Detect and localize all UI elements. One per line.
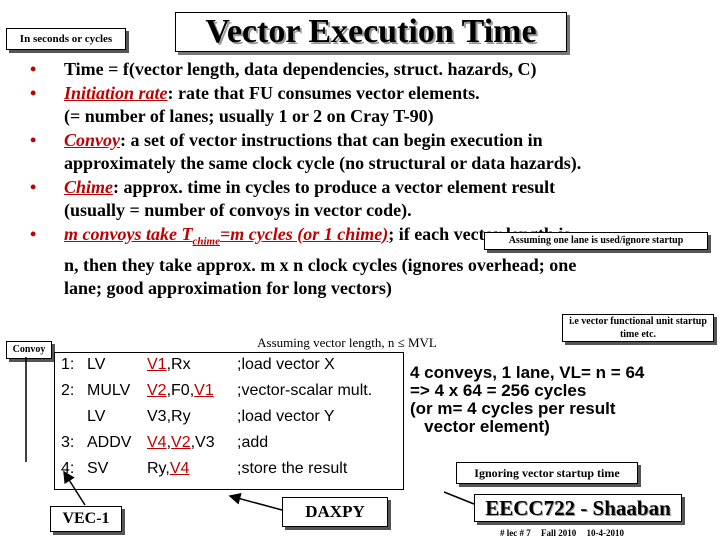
footer-term: Fall 2010 — [541, 528, 577, 538]
lane-note: Assuming one lane is used/ignore startup — [484, 232, 708, 250]
units-note-box: In seconds or cycles — [6, 28, 126, 50]
code-op: LV — [87, 356, 106, 373]
code-args: Ry,V4 — [147, 460, 190, 477]
bullet-item: • m convoys take Tchime=m cycles (or 1 ch… — [30, 223, 710, 301]
code-args: V4,V2,V3 — [147, 434, 215, 451]
code-num: 1: — [61, 356, 75, 373]
convoy-label: Convoy — [6, 341, 52, 359]
code-comment: ;vector-scalar mult. — [237, 382, 373, 399]
daxpy-label: DAXPY — [282, 497, 388, 527]
result-line: vector element) — [410, 417, 550, 436]
term-highlight: =m cycles (or 1 chime) — [219, 223, 389, 244]
code-args: V2,F0,V1 — [147, 382, 214, 399]
code-op: ADDV — [87, 434, 132, 451]
term-highlight: Initiation rate — [64, 82, 168, 103]
result-text: 4 conveys, 1 lane, VL= n = 64 => 4 x 64 =… — [410, 364, 716, 436]
ignore-startup-note: Ignoring vector startup time — [456, 462, 638, 484]
bullet-text: : approx. time in cycles to produce a ve… — [113, 176, 556, 197]
result-line: 4 conveys, 1 lane, VL= n = 64 — [410, 363, 645, 382]
code-op: LV — [87, 408, 106, 425]
bullet-dot: • — [30, 176, 37, 197]
code-args: V1,Rx — [147, 356, 191, 373]
term-highlight: Convoy — [64, 129, 120, 150]
bullet-dot: • — [30, 129, 37, 150]
code-comment: ;store the result — [237, 460, 348, 477]
term-highlight: chime — [192, 235, 220, 248]
code-comment: ;add — [237, 434, 269, 451]
bullet-item: • Convoy: a set of vector instructions th… — [30, 129, 710, 176]
bullet-item: • Time = f(vector length, data dependenci… — [30, 58, 710, 82]
code-num: 3: — [61, 434, 75, 451]
bullet-list: • Time = f(vector length, data dependenci… — [30, 58, 710, 301]
slide-title-box: Vector Execution Time — [175, 12, 567, 52]
footer-date: 10-4-2010 — [586, 528, 625, 538]
bullet-dot: • — [30, 223, 37, 244]
bullet-continuation: n, then they take approx. m x n clock cy… — [64, 254, 577, 275]
vec-label: VEC-1 — [50, 506, 122, 532]
footer: # lec # 7 Fall 2010 10-4-2010 — [500, 528, 720, 538]
code-op: SV — [87, 460, 109, 477]
bullet-continuation: lane; good approximation for long vector… — [64, 278, 392, 299]
mvl-note: Assuming vector length, n ≤ MVL — [257, 335, 437, 350]
daxpy-arrow — [228, 492, 283, 511]
code-num: 2: — [61, 382, 75, 399]
course-arrow — [443, 491, 475, 505]
code-args: V3,Ry — [147, 408, 191, 425]
code-comment: ;load vector X — [237, 356, 335, 373]
code-comment: ;load vector Y — [237, 408, 335, 425]
bullet-item: • Initiation rate: rate that FU consumes … — [30, 82, 710, 129]
bullet-text: : a set of vector instructions that can … — [120, 129, 543, 150]
bullet-dot: • — [30, 82, 37, 103]
startup-note: i.e vector functional unit startup time … — [562, 314, 714, 342]
slide-title: Vector Execution Time — [205, 13, 537, 50]
bullet-text: : rate that FU consumes vector elements. — [167, 82, 480, 103]
term-highlight: Chime — [64, 176, 114, 197]
bullet-text: Time = f(vector length, data dependencie… — [64, 59, 537, 79]
course-label: EECC722 - Shaaban — [474, 494, 682, 522]
code-op: MULV — [87, 382, 131, 399]
bullet-continuation: (usually = number of convoys in vector c… — [64, 200, 412, 220]
vec-arrow — [63, 470, 86, 506]
code-listing: 1: LV V1,Rx ;load vector X 2: MULV V2,F0,V1 ;ve… — [54, 352, 404, 490]
result-line: => 4 x 64 = 256 cycles — [410, 381, 587, 400]
term-highlight: m convoys take T — [64, 223, 193, 244]
footer-lecture: # lec # 7 — [500, 528, 531, 538]
bullet-continuation: (= number of lanes; usually 1 or 2 on Cr… — [64, 106, 434, 126]
bullet-continuation: approximately the same clock cycle (no s… — [64, 153, 582, 173]
bullet-dot: • — [30, 59, 37, 79]
result-line: (or m= 4 cycles per result — [410, 399, 616, 418]
bullet-item: • Chime: approx. time in cycles to produc… — [30, 176, 710, 223]
